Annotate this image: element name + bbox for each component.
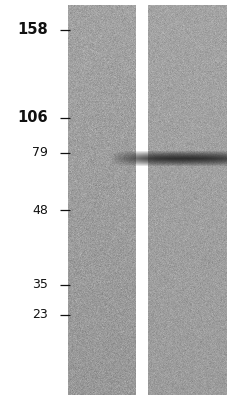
Text: 23: 23	[32, 308, 48, 322]
Text: 35: 35	[32, 278, 48, 292]
Text: 106: 106	[17, 110, 48, 126]
Text: 48: 48	[32, 204, 48, 216]
Text: 158: 158	[17, 22, 48, 38]
Text: 79: 79	[32, 146, 48, 160]
